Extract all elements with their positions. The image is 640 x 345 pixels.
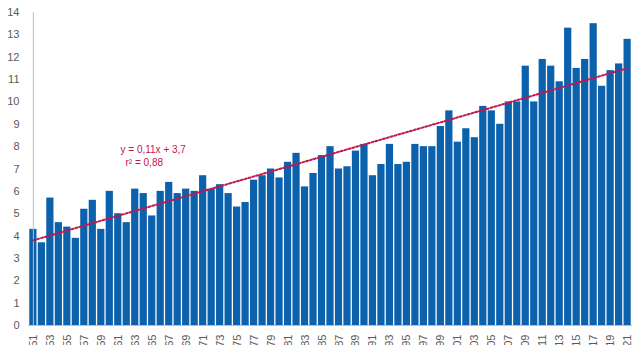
svg-text:8: 8 <box>13 140 19 152</box>
svg-text:57: 57 <box>78 335 90 345</box>
svg-text:01: 01 <box>451 335 463 345</box>
svg-text:99: 99 <box>434 335 446 345</box>
svg-text:71: 71 <box>197 335 209 345</box>
svg-text:93: 93 <box>383 335 395 345</box>
svg-text:07: 07 <box>502 335 514 345</box>
svg-text:63: 63 <box>129 335 141 345</box>
svg-text:13: 13 <box>553 335 565 345</box>
svg-text:85: 85 <box>316 335 328 345</box>
svg-text:95: 95 <box>400 335 412 345</box>
svg-text:83: 83 <box>299 335 311 345</box>
svg-text:5: 5 <box>13 207 19 219</box>
svg-text:89: 89 <box>349 335 361 345</box>
svg-text:87: 87 <box>333 335 345 345</box>
svg-text:14: 14 <box>7 6 19 18</box>
svg-text:13: 13 <box>7 28 19 40</box>
svg-text:75: 75 <box>231 335 243 345</box>
svg-text:19: 19 <box>604 335 616 345</box>
svg-text:3: 3 <box>13 252 19 264</box>
svg-text:17: 17 <box>587 335 599 345</box>
svg-text:73: 73 <box>214 335 226 345</box>
svg-text:09: 09 <box>519 335 531 345</box>
svg-text:81: 81 <box>282 335 294 345</box>
svg-text:53: 53 <box>44 335 56 345</box>
svg-text:59: 59 <box>95 335 107 345</box>
svg-text:77: 77 <box>248 335 260 345</box>
svg-text:10: 10 <box>7 95 19 107</box>
svg-text:55: 55 <box>61 335 73 345</box>
svg-text:r² = 0,88: r² = 0,88 <box>126 157 164 168</box>
svg-text:91: 91 <box>366 335 378 345</box>
svg-text:11: 11 <box>536 335 548 345</box>
svg-text:9: 9 <box>13 118 19 130</box>
svg-text:4: 4 <box>13 230 19 242</box>
svg-text:97: 97 <box>417 335 429 345</box>
svg-text:51: 51 <box>27 335 39 345</box>
svg-text:y = 0,11x + 3,7: y = 0,11x + 3,7 <box>121 144 187 155</box>
svg-text:0: 0 <box>13 319 19 331</box>
svg-text:1: 1 <box>13 297 19 309</box>
svg-text:69: 69 <box>180 335 192 345</box>
svg-text:65: 65 <box>146 335 158 345</box>
svg-text:79: 79 <box>265 335 277 345</box>
svg-text:15: 15 <box>570 335 582 345</box>
svg-text:2: 2 <box>13 274 19 286</box>
svg-text:6: 6 <box>13 185 19 197</box>
svg-text:05: 05 <box>485 335 497 345</box>
svg-text:03: 03 <box>468 335 480 345</box>
svg-text:12: 12 <box>7 51 19 63</box>
svg-text:7: 7 <box>13 163 19 175</box>
svg-text:21: 21 <box>621 335 633 345</box>
svg-text:61: 61 <box>112 335 124 345</box>
svg-text:11: 11 <box>8 73 19 85</box>
svg-text:67: 67 <box>163 335 175 345</box>
